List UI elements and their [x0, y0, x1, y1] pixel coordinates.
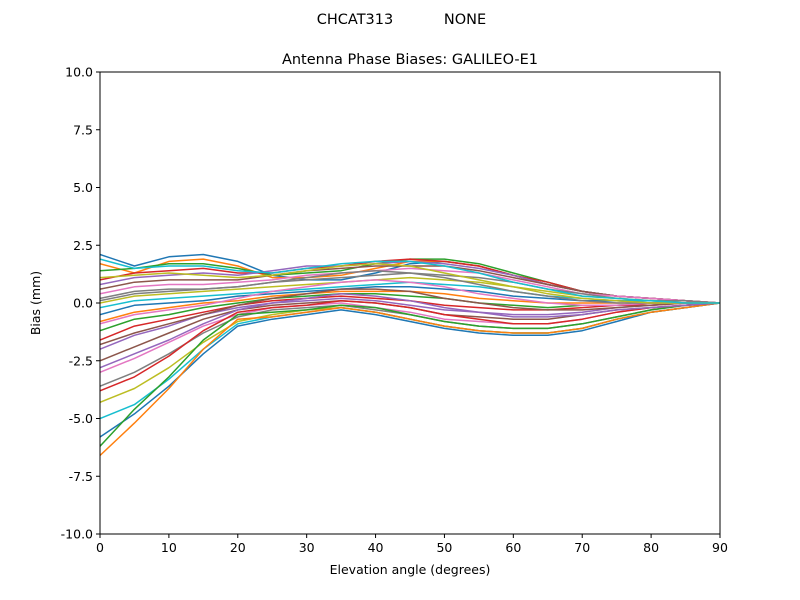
y-tick-label: 10.0: [65, 65, 93, 80]
series-line-az-21: [100, 302, 720, 457]
series-line-az-23: [100, 299, 720, 392]
x-tick-label: 50: [436, 540, 452, 555]
series-line-az-06: [100, 267, 720, 304]
series-line-az-25: [100, 288, 720, 346]
y-tick-label: -10.0: [61, 527, 93, 542]
series-line-az-27: [100, 269, 720, 304]
y-tick-label: -7.5: [69, 469, 93, 484]
series-line-az-28: [100, 262, 720, 304]
y-axis-ticks: -10.0 -7.5 -5.0 -2.5 0.0 2.5 5.0 7.5 10.0: [61, 65, 100, 542]
x-tick-label: 70: [574, 540, 590, 555]
x-tick-label: 90: [712, 540, 728, 555]
y-tick-label: 0.0: [73, 296, 93, 311]
series-line-az-20: [100, 302, 720, 438]
series-line-az-26: [100, 279, 720, 325]
y-tick-label: 5.0: [73, 180, 93, 195]
x-tick-label: 10: [161, 540, 177, 555]
series-line-az-22: [100, 302, 720, 447]
y-axis-label: Bias (mm): [28, 271, 43, 335]
x-tick-label: 20: [230, 540, 246, 555]
x-axis-ticks: 0 10 20 30 40 50 60 70 80 90: [96, 534, 728, 555]
series-line-az-29: [100, 258, 720, 304]
x-tick-label: 0: [96, 540, 104, 555]
y-tick-label: 2.5: [73, 238, 93, 253]
x-tick-label: 80: [643, 540, 659, 555]
x-tick-label: 40: [368, 540, 384, 555]
suptitle-station: CHCAT313: [317, 12, 393, 28]
x-axis-label: Elevation angle (degrees): [330, 562, 491, 577]
chart-title: Antenna Phase Biases: GALILEO-E1: [282, 52, 538, 68]
y-tick-label: -5.0: [69, 411, 93, 426]
suptitle-radome: NONE: [444, 12, 486, 28]
x-tick-label: 30: [299, 540, 315, 555]
x-tick-label: 60: [505, 540, 521, 555]
y-tick-label: -2.5: [69, 353, 93, 368]
y-tick-label: 7.5: [73, 122, 93, 137]
series-layer: [100, 253, 720, 457]
series-line-az-24: [100, 293, 720, 369]
